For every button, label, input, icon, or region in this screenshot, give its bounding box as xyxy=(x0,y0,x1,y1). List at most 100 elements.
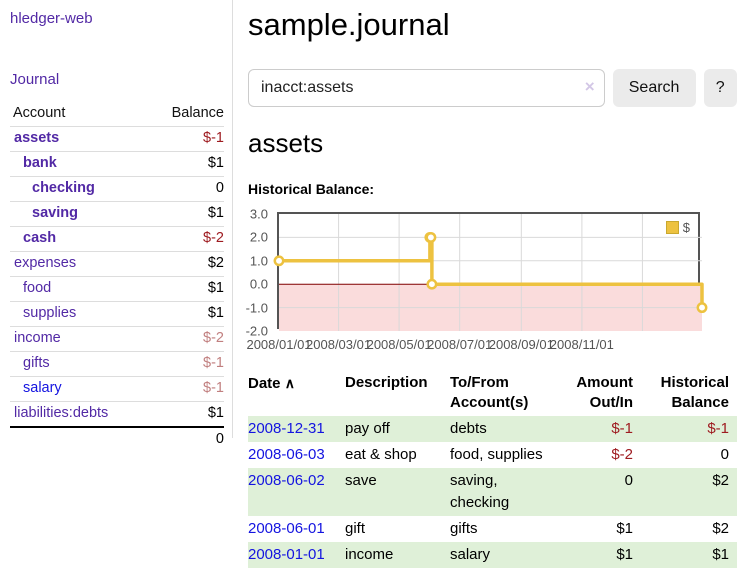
account-row: income $-2 xyxy=(10,326,224,352)
account-row: food $1 xyxy=(10,276,224,302)
accounts-table: Account Balance assets $-1 bank $1 check… xyxy=(10,102,224,452)
y-axis-tick-label: 1.0 xyxy=(249,253,268,269)
transaction-row: 2008-06-02 save saving, checking 0 $2 xyxy=(248,468,737,516)
main-content: sample.journal × Search ? assets Histori… xyxy=(233,0,742,568)
account-balance: $1 xyxy=(207,305,224,321)
search-form: × Search ? xyxy=(248,69,737,107)
account-link-cash[interactable]: cash xyxy=(23,230,57,246)
account-row: cash $-2 xyxy=(10,226,224,252)
account-balance: $1 xyxy=(207,280,224,296)
account-balance: $1 xyxy=(207,155,224,171)
clear-search-icon[interactable]: × xyxy=(584,77,595,96)
account-link-gifts[interactable]: gifts xyxy=(23,355,50,371)
transaction-date-link[interactable]: 2008-01-01 xyxy=(248,546,325,563)
transaction-amount: $1 xyxy=(616,520,633,537)
account-link-checking[interactable]: checking xyxy=(32,180,95,196)
transaction-accounts: gifts xyxy=(450,520,478,537)
account-link-income[interactable]: income xyxy=(14,330,61,346)
legend-label: $ xyxy=(682,220,690,235)
transaction-amount: $-1 xyxy=(611,420,633,437)
transaction-amount: $-2 xyxy=(611,446,633,463)
account-link-liabilities-debts[interactable]: liabilities:debts xyxy=(14,405,109,421)
account-link-supplies[interactable]: supplies xyxy=(23,305,77,321)
x-axis-tick-label: 2008/03/01 xyxy=(306,337,372,352)
transaction-row: 2008-01-01 income salary $1 $1 xyxy=(248,542,737,568)
search-button[interactable]: Search xyxy=(612,69,696,107)
transaction-date-link[interactable]: 2008-06-03 xyxy=(248,446,325,463)
register-header-amount: Amount Out/In xyxy=(576,374,633,411)
transaction-amount: $1 xyxy=(616,546,633,563)
account-row: gifts $-1 xyxy=(10,351,224,377)
transaction-balance: $1 xyxy=(712,546,729,563)
account-row: supplies $1 xyxy=(10,301,224,327)
account-balance: $-1 xyxy=(203,130,224,146)
transaction-row: 2008-06-01 gift gifts $1 $2 xyxy=(248,516,737,542)
transaction-accounts: saving, checking xyxy=(450,472,510,511)
register-header-row: Date ∧ Description To/From Account(s) Am… xyxy=(248,371,737,416)
account-balance: $1 xyxy=(207,405,224,421)
x-axis-tick-label: 2008/01/01 xyxy=(246,337,312,352)
account-link-expenses[interactable]: expenses xyxy=(14,255,77,271)
transaction-description: eat & shop xyxy=(345,446,417,463)
accounts-header-balance: Balance xyxy=(171,105,224,121)
page-title: sample.journal xyxy=(248,7,450,42)
transaction-date-link[interactable]: 2008-06-02 xyxy=(248,472,325,489)
transaction-row: 2008-06-03 eat & shop food, supplies $-2… xyxy=(248,442,737,468)
transaction-description: save xyxy=(345,472,377,489)
accounts-total-row: 0 xyxy=(10,427,224,452)
account-balance: $-2 xyxy=(203,230,224,246)
sidebar-item-journal[interactable]: Journal xyxy=(10,71,60,88)
account-row: assets $-1 xyxy=(10,126,224,152)
y-axis-tick-label: -2.0 xyxy=(245,323,268,339)
account-row: saving $1 xyxy=(10,201,224,227)
register-table: Date ∧ Description To/From Account(s) Am… xyxy=(248,371,737,568)
transaction-balance: $2 xyxy=(712,520,729,537)
account-balance: $-1 xyxy=(203,355,224,371)
y-axis-tick-label: -1.0 xyxy=(245,300,268,316)
account-link-bank[interactable]: bank xyxy=(23,155,57,171)
account-link-food[interactable]: food xyxy=(23,280,52,296)
x-axis-tick-label: 2008/11/01 xyxy=(549,337,614,352)
x-axis-tick-label: 2008/09/01 xyxy=(488,337,554,352)
transaction-date-link[interactable]: 2008-12-31 xyxy=(248,420,325,437)
register-header-description: Description xyxy=(345,374,428,391)
chart-legend: $ xyxy=(665,220,690,235)
account-link-saving[interactable]: saving xyxy=(32,205,78,221)
transaction-accounts: debts xyxy=(450,420,487,437)
transaction-description: pay off xyxy=(345,420,390,437)
app-title-link[interactable]: hledger-web xyxy=(10,10,93,27)
account-row: checking 0 xyxy=(10,176,224,202)
accounts-total-balance: 0 xyxy=(215,431,224,447)
account-row: bank $1 xyxy=(10,151,224,177)
account-balance: $1 xyxy=(207,205,224,221)
account-row: liabilities:debts $1 xyxy=(10,401,224,428)
transaction-date-link[interactable]: 2008-06-01 xyxy=(248,520,325,537)
account-balance: $-2 xyxy=(203,330,224,346)
search-input[interactable] xyxy=(248,69,605,107)
transaction-description: income xyxy=(345,546,394,563)
transaction-balance: 0 xyxy=(720,446,729,463)
account-balance: $-1 xyxy=(203,380,224,396)
help-button[interactable]: ? xyxy=(703,69,737,107)
y-axis-tick-label: 2.0 xyxy=(249,229,268,245)
transaction-accounts: food, supplies xyxy=(450,446,543,463)
x-axis-tick-label: 2008/07/01 xyxy=(427,337,493,352)
sort-ascending-icon: ∧ xyxy=(284,375,295,391)
x-axis-tick-label: 2008/05/01 xyxy=(366,337,432,352)
chart-plot-area: $ xyxy=(273,212,708,331)
legend-swatch-icon xyxy=(665,221,679,234)
account-link-assets[interactable]: assets xyxy=(14,130,60,146)
account-row: expenses $2 xyxy=(10,251,224,277)
accounts-header-account: Account xyxy=(13,105,66,121)
transaction-balance: $-1 xyxy=(707,420,729,437)
account-link-salary[interactable]: salary xyxy=(23,380,62,396)
account-balance: 0 xyxy=(215,180,224,196)
y-axis-tick-label: 3.0 xyxy=(249,206,268,222)
account-row: salary $-1 xyxy=(10,376,224,402)
y-axis-tick-label: 0.0 xyxy=(249,276,268,292)
register-account-heading: assets xyxy=(248,128,324,158)
transaction-description: gift xyxy=(345,520,366,537)
transaction-row: 2008-12-31 pay off debts $-1 $-1 xyxy=(248,416,737,442)
register-header-balance: Historical Balance xyxy=(660,374,729,411)
